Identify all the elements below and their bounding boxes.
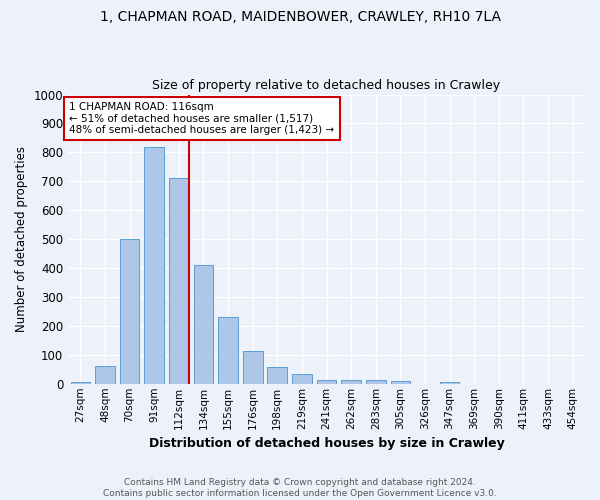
- Bar: [120, 239, 139, 384]
- Bar: [268, 368, 287, 384]
- Bar: [218, 317, 238, 384]
- Text: Contains HM Land Registry data © Crown copyright and database right 2024.
Contai: Contains HM Land Registry data © Crown c…: [103, 478, 497, 498]
- Bar: [243, 350, 263, 384]
- Bar: [440, 382, 460, 384]
- Bar: [194, 265, 213, 384]
- Text: 1 CHAPMAN ROAD: 116sqm
← 51% of detached houses are smaller (1,517)
48% of semi-: 1 CHAPMAN ROAD: 116sqm ← 51% of detached…: [69, 102, 334, 135]
- Title: Size of property relative to detached houses in Crawley: Size of property relative to detached ho…: [152, 79, 500, 92]
- Bar: [145, 146, 164, 384]
- Bar: [95, 366, 115, 384]
- Bar: [292, 374, 312, 384]
- Bar: [71, 382, 90, 384]
- X-axis label: Distribution of detached houses by size in Crawley: Distribution of detached houses by size …: [149, 437, 505, 450]
- Text: 1, CHAPMAN ROAD, MAIDENBOWER, CRAWLEY, RH10 7LA: 1, CHAPMAN ROAD, MAIDENBOWER, CRAWLEY, R…: [100, 10, 500, 24]
- Bar: [366, 380, 386, 384]
- Bar: [317, 380, 337, 384]
- Bar: [391, 382, 410, 384]
- Bar: [341, 380, 361, 384]
- Bar: [169, 178, 188, 384]
- Y-axis label: Number of detached properties: Number of detached properties: [15, 146, 28, 332]
